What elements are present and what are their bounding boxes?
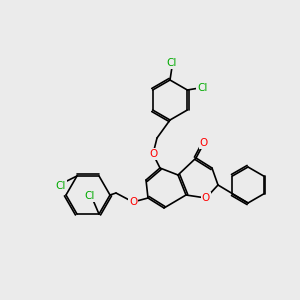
Text: Cl: Cl: [56, 181, 66, 191]
Text: O: O: [129, 197, 137, 207]
Text: O: O: [200, 138, 208, 148]
Text: Cl: Cl: [85, 191, 95, 201]
Text: Cl: Cl: [167, 58, 177, 68]
Text: Cl: Cl: [197, 83, 208, 93]
Text: O: O: [202, 193, 210, 203]
Text: O: O: [149, 149, 157, 159]
